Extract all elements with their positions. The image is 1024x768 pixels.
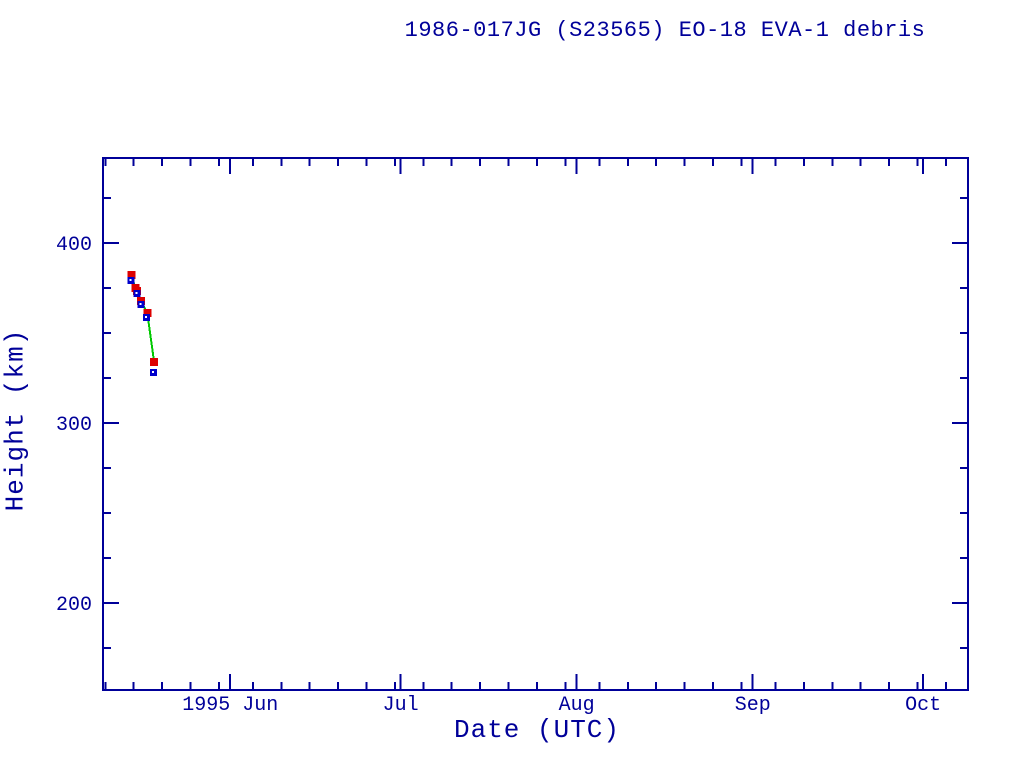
x-tick-label: Oct: [905, 694, 941, 717]
perigee-point-center: [129, 279, 132, 282]
plot-frame: [102, 157, 969, 691]
apogee-point: [127, 271, 136, 280]
y-tick-label: 200: [56, 594, 92, 617]
y-tick-label: 300: [56, 414, 92, 437]
x-tick-label: 1995 Jun: [182, 694, 278, 717]
perigee-point-center: [135, 292, 138, 295]
y-tick-label: 400: [56, 234, 92, 257]
perigee-points: [127, 277, 157, 377]
y-axis-title: Height (km): [0, 328, 31, 512]
chart-title: 1986-017JG (S23565) EO-18 EVA-1 debris: [404, 18, 926, 43]
x-axis-ticks: [104, 158, 947, 690]
x-tick-labels: 1995 Jun Jul Aug Sep Oct: [182, 694, 941, 717]
apogee-point: [150, 357, 159, 366]
perigee-point-center: [145, 315, 148, 318]
x-axis-title: Date (UTC): [453, 715, 621, 745]
x-tick-label: Aug: [559, 694, 595, 717]
y-axis-ticks: [103, 196, 968, 650]
x-tick-label: Jul: [383, 694, 419, 717]
perigee-point-center: [139, 303, 142, 306]
perigee-point-center: [151, 371, 154, 374]
apogee-point: [143, 309, 152, 318]
apogee-point: [137, 296, 146, 305]
y-tick-labels: 200 300 400: [56, 234, 92, 617]
x-tick-label: Sep: [735, 694, 771, 717]
